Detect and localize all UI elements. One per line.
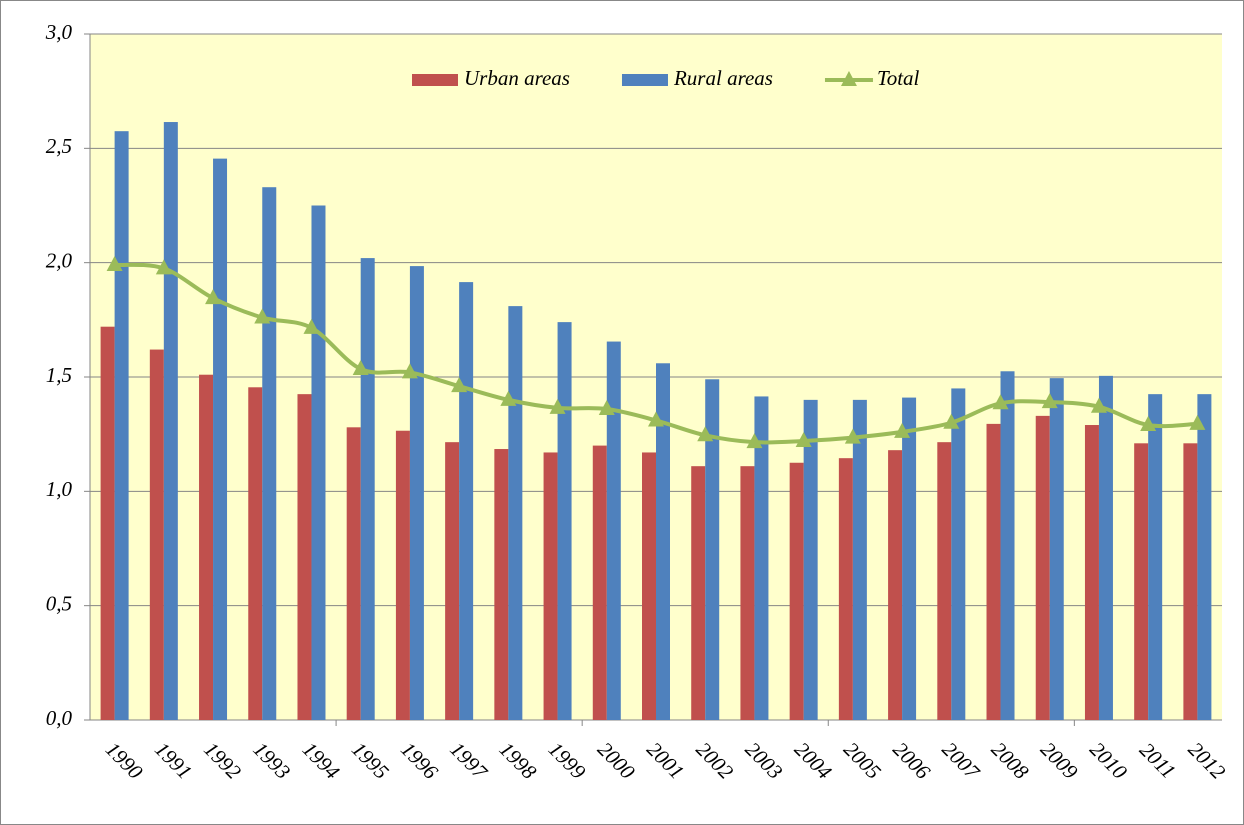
bar	[1148, 394, 1163, 720]
line-marker	[500, 390, 517, 406]
bar	[691, 466, 706, 720]
line-marker	[352, 359, 369, 375]
bar	[754, 396, 769, 720]
line-marker	[1189, 414, 1206, 430]
legend-swatch	[412, 74, 458, 86]
bar	[297, 394, 312, 720]
bar	[803, 399, 818, 720]
bar	[642, 452, 656, 720]
line-marker	[254, 308, 271, 324]
bar	[311, 205, 326, 720]
bar	[163, 122, 178, 720]
bar	[606, 341, 621, 720]
y-tick-label: 2,0	[46, 248, 73, 272]
line-marker	[1090, 397, 1107, 413]
bar	[1134, 443, 1149, 720]
bar	[360, 258, 375, 720]
line-marker	[894, 422, 911, 438]
line-marker	[1041, 393, 1058, 409]
bar	[740, 466, 755, 720]
legend-label: Total	[877, 66, 920, 90]
y-tick-label: 0,5	[46, 591, 72, 615]
bar	[1049, 378, 1064, 720]
y-tick-label: 1,0	[46, 477, 73, 501]
line-marker	[155, 259, 172, 275]
legend-label: Urban areas	[464, 66, 570, 90]
line-marker	[943, 413, 960, 429]
bar	[346, 427, 361, 720]
bar	[114, 131, 129, 720]
line-marker	[746, 433, 763, 449]
bar	[508, 306, 523, 720]
bar	[100, 326, 115, 720]
line-marker	[205, 289, 222, 305]
bar	[902, 397, 917, 720]
bar	[557, 322, 572, 720]
legend-swatch	[621, 74, 668, 86]
line-marker	[697, 426, 714, 442]
y-tick-label: 1,5	[46, 363, 72, 387]
line-marker	[549, 398, 566, 414]
bar	[838, 458, 853, 720]
bar	[705, 379, 720, 720]
line-marker	[844, 428, 861, 444]
bar	[1183, 443, 1198, 720]
line-marker	[106, 255, 123, 271]
legend-marker	[840, 71, 857, 86]
bar	[1000, 371, 1015, 720]
bar	[986, 423, 1001, 720]
bar	[445, 442, 460, 720]
y-tick-label: 3,0	[45, 20, 73, 44]
bar	[888, 450, 903, 720]
legend-label: Rural areas	[673, 66, 773, 90]
line-marker	[401, 363, 418, 379]
bar	[395, 430, 410, 720]
bar	[1197, 394, 1212, 720]
line-marker	[451, 377, 468, 393]
bar	[248, 387, 263, 720]
bar	[409, 266, 424, 720]
bar	[543, 452, 558, 720]
bar	[459, 282, 474, 720]
bar	[1098, 375, 1113, 720]
line-marker	[1140, 416, 1157, 432]
bar	[213, 158, 228, 720]
line-marker	[992, 394, 1009, 410]
bar	[937, 442, 952, 720]
bar	[1084, 425, 1099, 720]
bar	[149, 349, 164, 720]
y-tick-label: 0,0	[46, 706, 73, 730]
bar	[789, 462, 804, 720]
line-marker	[795, 432, 812, 448]
bar	[656, 363, 670, 720]
bar	[592, 445, 607, 720]
line-marker	[648, 411, 664, 427]
bar	[1035, 415, 1050, 720]
bar	[262, 187, 277, 720]
bar	[951, 388, 966, 720]
bar	[199, 374, 214, 720]
y-tick-label: 2,5	[46, 134, 72, 158]
line-marker	[598, 400, 615, 416]
bar	[852, 399, 867, 720]
line-marker	[303, 318, 320, 334]
bar	[494, 449, 509, 720]
